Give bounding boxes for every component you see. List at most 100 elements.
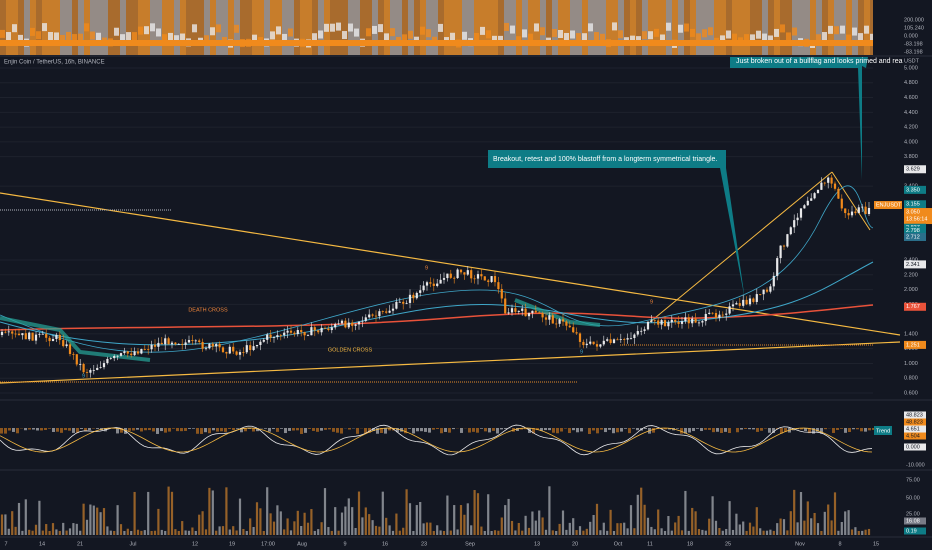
osc-hist	[244, 428, 247, 432]
osc-hist	[816, 428, 819, 432]
callout-text: Just broken out of a bullflag and looks …	[736, 58, 903, 65]
death-cross: DEATH CROSS	[188, 307, 228, 313]
volume-bar	[606, 530, 609, 535]
volume-bar	[680, 530, 684, 535]
osc-hist	[696, 428, 699, 429]
volume-bar	[803, 520, 806, 535]
volume-bar	[313, 530, 316, 535]
candle-body	[334, 324, 337, 328]
candle-body	[684, 317, 687, 322]
heat-cell	[432, 0, 438, 55]
osc-hist	[872, 428, 875, 430]
heat-cell	[300, 0, 306, 55]
candle-body	[759, 294, 762, 295]
x-label: 16	[382, 541, 388, 547]
volume-bar	[830, 520, 833, 535]
volume-bar	[776, 523, 779, 535]
heat-cell	[576, 0, 582, 55]
volume-bar	[541, 517, 544, 535]
osc-bar	[834, 26, 839, 35]
osc-bar	[36, 31, 41, 40]
candle-body	[629, 338, 633, 339]
volume-bar	[412, 530, 415, 535]
heat-cell	[672, 0, 678, 55]
osc-hist	[636, 428, 639, 431]
osc-hist	[320, 428, 323, 431]
osc-hist	[540, 428, 543, 431]
volume-bar	[340, 512, 344, 535]
volume-bar	[262, 530, 265, 535]
candle-body	[272, 337, 276, 338]
price-tag	[904, 226, 926, 235]
volume-bar	[521, 530, 524, 535]
volume-bar	[660, 528, 663, 535]
volume-bar	[126, 528, 129, 535]
osc-bar	[438, 23, 443, 32]
x-label: 8	[838, 541, 841, 547]
osc-hist	[424, 428, 427, 432]
heat-cell	[522, 0, 528, 55]
volume-bar	[772, 530, 775, 535]
candle-body	[483, 276, 486, 281]
heat-cell	[702, 0, 708, 55]
volume-bar	[473, 490, 476, 535]
candle-body	[330, 327, 333, 331]
heat-cell	[804, 0, 810, 55]
candle-body	[704, 313, 707, 322]
volume-bar	[283, 529, 286, 535]
heat-cell	[732, 0, 738, 55]
candle-body	[184, 342, 187, 345]
x-label: 21	[77, 541, 83, 547]
candle-body	[51, 338, 55, 342]
candle-body	[395, 301, 398, 309]
volume-bar	[228, 529, 231, 535]
candle-body	[592, 341, 595, 345]
volume-bar	[827, 504, 830, 535]
candle-body	[510, 308, 514, 313]
volume-bar	[708, 518, 711, 535]
heat-cell	[312, 0, 318, 55]
volume-bar	[48, 530, 51, 535]
zero-band	[0, 40, 873, 46]
candle-body	[602, 340, 605, 345]
ma-red	[0, 304, 874, 331]
candle-body	[181, 343, 184, 345]
volume-bar	[303, 512, 306, 535]
volume-bar	[480, 526, 483, 535]
price-label: 2.200	[904, 272, 918, 278]
volume-bar	[527, 527, 531, 535]
volume-bar	[463, 514, 466, 535]
candle-body	[847, 213, 850, 216]
volume-bar	[864, 529, 867, 535]
osc-bar	[498, 35, 503, 44]
volume-bar	[323, 488, 327, 535]
osc-hist	[580, 428, 583, 432]
osc-hist	[484, 428, 487, 432]
osc-hist	[168, 428, 171, 432]
osc-hist	[80, 428, 83, 429]
volume-bar	[28, 529, 31, 535]
osc-bar	[276, 26, 281, 35]
candle-body	[463, 272, 466, 275]
osc-hist	[380, 428, 383, 433]
osc-bar	[696, 33, 701, 42]
volume-bar	[381, 491, 384, 535]
osc-hist	[676, 428, 679, 429]
candle-body	[776, 258, 779, 276]
count-label: 9	[425, 265, 428, 271]
candle-body	[816, 189, 820, 194]
candle-body	[711, 312, 714, 314]
candle-body	[228, 346, 231, 354]
volume-bar	[759, 528, 762, 535]
volume-bar	[782, 519, 786, 535]
x-label: Aug	[297, 541, 307, 547]
volume-bar	[191, 527, 194, 535]
volume-bar	[497, 530, 500, 535]
heat-cell	[30, 0, 36, 55]
osc-hist	[232, 428, 235, 430]
osc-hist	[384, 428, 387, 434]
osc-hist	[84, 428, 87, 431]
price-label: 4.400	[904, 110, 918, 116]
candle-body	[147, 349, 150, 350]
candle-body	[303, 332, 306, 336]
